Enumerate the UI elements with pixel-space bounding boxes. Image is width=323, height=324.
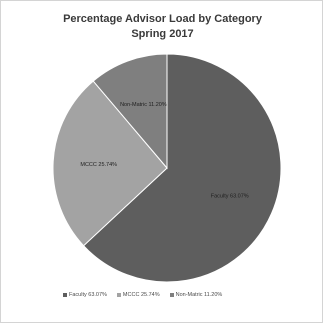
pie-slice-non-matric — [92, 53, 168, 170]
chart-subtitle: Spring 2017 — [131, 28, 194, 40]
data-label-mccc: MCCC 25.74% — [80, 162, 117, 168]
legend-item-mccc: MCCC 25.74% — [116, 292, 160, 298]
chart-legend: Faculty 63.07% MCCC 25.74% Non-Matric 11.2… — [63, 292, 283, 298]
chart-title: Percentage Advisor Load by Category — [63, 13, 262, 25]
legend-item-non-matric: Non-Matric 11.20% — [169, 292, 223, 298]
legend-swatch — [116, 293, 121, 297]
pie-slice-faculty — [82, 53, 282, 283]
legend-item-faculty: Faculty 63.07% — [63, 292, 107, 298]
legend-label: Non-Matric 11.20% — [175, 292, 223, 298]
data-label-non-matric: Non-Matric 11.20% — [120, 102, 167, 108]
pie-slice-mccc — [52, 80, 168, 247]
legend-swatch — [63, 293, 67, 297]
data-label-faculty: Faculty 63.07% — [211, 193, 249, 199]
legend-label: MCCC 25.74% — [122, 292, 160, 298]
legend-swatch — [169, 293, 174, 297]
legend-label: Faculty 63.07% — [69, 292, 107, 298]
